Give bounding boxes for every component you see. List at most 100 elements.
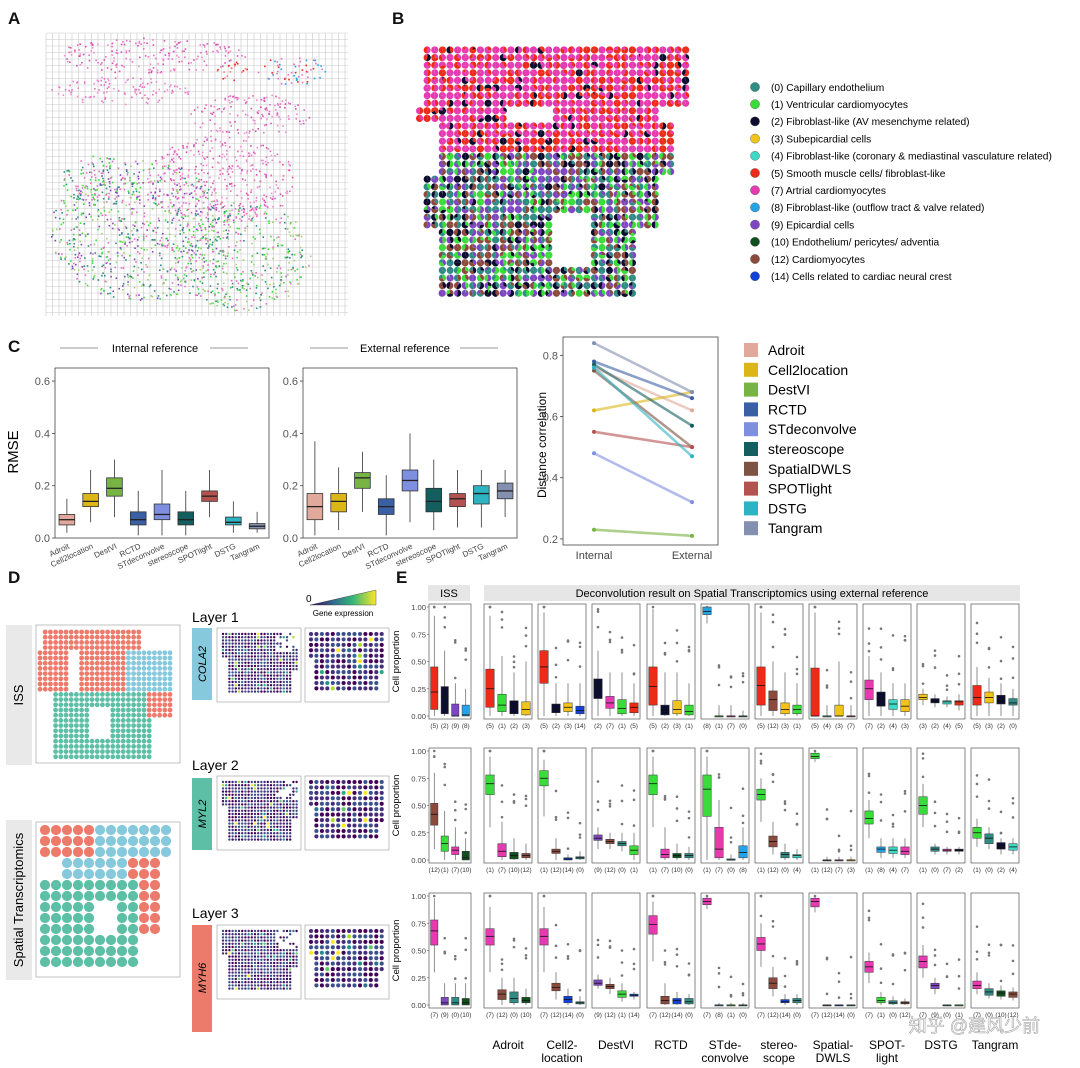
outlier <box>891 825 895 828</box>
outlier <box>464 803 468 806</box>
outlier <box>488 894 492 898</box>
cell-type-id: (4) <box>943 723 951 730</box>
outlier <box>741 680 745 684</box>
outlier <box>987 943 991 946</box>
cell-type-id: (0) <box>931 867 939 874</box>
panel-e: ISS Deconvolution result on Spatial Tran… <box>391 585 1040 1065</box>
cell-type-id: (12) <box>767 723 778 730</box>
subplot-frame <box>428 892 472 1009</box>
method-name: STde- <box>709 1038 742 1052</box>
cell-type-id: (12) <box>659 1012 670 1019</box>
outlier <box>921 926 925 929</box>
layer-1-gene: COLA2 <box>197 646 209 682</box>
cell-type-id: (12) <box>1007 1012 1018 1019</box>
box <box>918 693 928 700</box>
outlier <box>921 916 925 919</box>
cell-type-id: (1) <box>441 867 449 874</box>
outlier <box>500 958 504 961</box>
cell-type-id: (2) <box>955 867 963 874</box>
outlier <box>879 627 883 631</box>
box <box>451 846 460 855</box>
outlier <box>879 967 883 970</box>
outlier <box>933 800 937 804</box>
distance-correlation-axis-label: Distance correlation <box>535 392 549 498</box>
outlier <box>987 807 991 810</box>
outlier <box>957 974 961 978</box>
outlier <box>464 658 468 661</box>
outlier <box>687 816 691 820</box>
method-name: light <box>876 1051 899 1065</box>
y-tick-label: 0.00 <box>411 1001 426 1010</box>
outlier <box>608 939 612 943</box>
y-tick-label: 0.0 <box>35 533 50 545</box>
outlier <box>566 811 570 814</box>
outlier <box>741 982 745 986</box>
outlier <box>813 605 817 609</box>
outlier <box>987 646 991 650</box>
outlier <box>500 800 504 804</box>
outlier <box>1011 645 1015 649</box>
colorbar-min: 0 <box>306 594 312 605</box>
outlier <box>879 793 883 796</box>
outlier <box>849 809 853 813</box>
outlier <box>620 651 624 654</box>
outlier <box>849 696 853 700</box>
panel-c-charts: Internal reference External reference RM… <box>5 336 857 571</box>
outlier <box>512 665 516 669</box>
method-legend-label: stereoscope <box>768 441 844 457</box>
subplot-frame <box>591 603 641 720</box>
outlier <box>933 811 937 815</box>
cell-type-id: (7) <box>649 1012 657 1019</box>
cell-type-id: (1) <box>618 1012 626 1019</box>
panel-a-tissue-image <box>45 32 348 316</box>
outlier <box>921 902 925 906</box>
cell-type-id: (1) <box>540 867 548 874</box>
outlier <box>741 672 745 675</box>
outlier <box>566 658 570 662</box>
method-legend-label: DestVI <box>768 382 810 398</box>
method-legend-swatch <box>744 402 758 417</box>
cell-type-id: (1) <box>715 723 723 730</box>
box <box>888 699 898 710</box>
outlier <box>999 831 1003 835</box>
outlier <box>464 831 468 835</box>
cell-type-legend-swatch <box>750 150 760 161</box>
outlier <box>987 799 991 803</box>
outlier <box>464 807 468 811</box>
y-tick-label: 0.6 <box>543 412 558 424</box>
subplot-frame <box>537 892 587 1009</box>
cell-type-id: (3) <box>847 867 855 874</box>
cell-type-legend-label: (9) Epicardial cells <box>771 220 854 231</box>
box <box>834 704 844 717</box>
cell-proportion-axis-label: Cell proportion <box>391 775 402 837</box>
outlier <box>783 808 787 812</box>
outlier <box>675 659 679 663</box>
y-tick-label: 0.2 <box>543 534 558 546</box>
outlier <box>453 977 457 980</box>
outlier <box>837 971 841 975</box>
outlier <box>554 815 558 819</box>
outlier <box>987 666 991 669</box>
point-internal-rctd <box>592 359 596 364</box>
method-legend-label: Tangram <box>768 520 822 536</box>
y-tick-label: 0.8 <box>543 350 558 362</box>
box <box>684 704 694 716</box>
layer-3-gene-strip <box>192 925 212 1032</box>
box <box>485 928 495 946</box>
outlier <box>795 655 799 659</box>
cell-type-id: (14) <box>671 1012 682 1019</box>
method-name: stereo- <box>760 1038 797 1052</box>
cell-type-id: (7) <box>973 1012 981 1019</box>
cell-type-legend-swatch <box>750 202 760 213</box>
box <box>440 997 449 1006</box>
cell-type-id: (2) <box>594 723 602 730</box>
y-tick-label: 0.50 <box>411 658 426 667</box>
y-tick-label: 1.00 <box>411 892 426 901</box>
outlier <box>687 648 691 652</box>
outlier <box>542 749 546 753</box>
method-legend-label: Cell2location <box>768 362 848 378</box>
subplot-frame <box>862 892 912 1009</box>
y-tick-label: 0.75 <box>411 774 426 783</box>
outlier <box>443 605 447 609</box>
cell-type-id: (7) <box>943 867 951 874</box>
